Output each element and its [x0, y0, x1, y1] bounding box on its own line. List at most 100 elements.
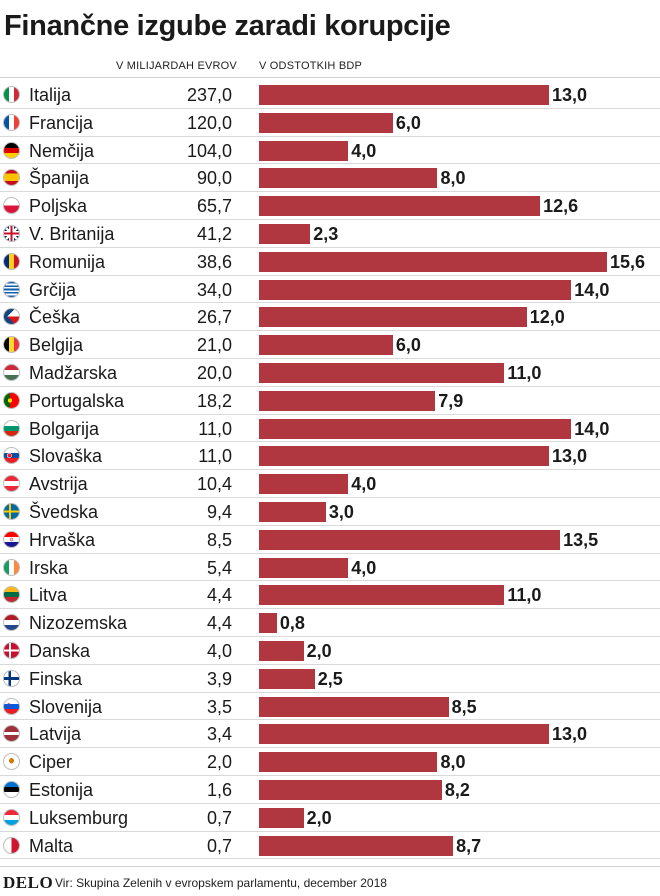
country-label: Češka	[29, 307, 81, 328]
table-row: Irska 5,4 4,0	[0, 554, 660, 582]
country-label: Luksemburg	[29, 807, 129, 828]
row-divider	[0, 330, 660, 332]
country-label: Slovenija	[29, 696, 103, 717]
source-note: Vir: Skupina Zelenih v evropskem parlame…	[55, 876, 387, 890]
denmark-flag	[3, 642, 20, 659]
billion-eur-value: 120,0	[186, 112, 232, 133]
gdp-bar	[259, 307, 527, 328]
row-divider	[0, 469, 660, 471]
table-row: Grčija 34,0 14,0	[0, 276, 660, 304]
gdp-bar	[259, 557, 349, 578]
gdp-bar	[259, 668, 315, 689]
row-divider	[0, 107, 660, 109]
croatia-flag	[3, 530, 20, 548]
table-row: Slovaška 11,0 13,0	[0, 442, 660, 471]
belgium-flag	[3, 336, 20, 354]
billion-eur-value: 21,0	[196, 335, 232, 356]
gdp-data-label: 7,9	[438, 390, 464, 411]
gdp-data-label: 11,0	[507, 363, 542, 383]
table-row: Danska 4,0 2,0	[0, 637, 660, 665]
row-divider	[0, 413, 660, 415]
row-divider	[0, 302, 660, 304]
column-header-percent: V ODSTOTKIH BDP	[259, 60, 363, 72]
country-label: Poljska	[29, 196, 88, 217]
gdp-data-label: 8,7	[456, 835, 482, 856]
table-row: Belgija 21,0 6,0	[0, 331, 660, 359]
row-divider	[0, 246, 660, 248]
row-divider	[0, 830, 660, 832]
billion-eur-value: 8,5	[206, 529, 232, 550]
romania-flag	[3, 252, 20, 270]
gdp-bar	[259, 196, 541, 217]
billion-eur-value: 41,2	[196, 224, 232, 244]
billion-eur-value: 2,0	[206, 752, 232, 773]
billion-eur-value: 0,7	[206, 807, 232, 828]
gdp-data-label: 0,8	[279, 613, 305, 634]
hungary-flag	[3, 364, 20, 381]
billion-eur-value: 90,0	[196, 168, 232, 189]
gdp-data-label: 15,6	[610, 251, 646, 272]
spain-flag	[3, 169, 20, 187]
table-row: Madžarska 20,0 11,0	[0, 359, 660, 387]
country-label: Avstrija	[29, 474, 88, 495]
gdp-data-label: 8,0	[440, 168, 466, 189]
country-label: Švedska	[29, 502, 99, 522]
gdp-data-label: 12,0	[529, 307, 565, 328]
table-row: Poljska 65,7 12,6	[0, 192, 660, 220]
table-row: Italija 237,0 13,0	[0, 81, 660, 109]
gdp-data-label: 6,0	[395, 335, 421, 356]
netherlands-flag	[3, 614, 20, 632]
billion-eur-value: 10,4	[196, 474, 232, 495]
billion-eur-value: 3,5	[206, 696, 232, 717]
table-row: Slovenija 3,5 8,5	[0, 693, 660, 721]
slovakia-flag	[3, 447, 20, 465]
estonia-flag	[3, 781, 20, 798]
gdp-bar	[259, 585, 505, 606]
country-label: Latvija	[29, 724, 82, 745]
country-label: Romunija	[29, 251, 106, 272]
table-row: Romunija 38,6 15,6	[0, 248, 660, 276]
row-divider	[0, 218, 660, 220]
country-label: Grčija	[29, 279, 77, 300]
table-row: Nizozemska 4,4 0,8	[0, 609, 660, 637]
gdp-bar	[259, 752, 438, 773]
row-divider	[0, 691, 660, 693]
portugal-flag	[3, 391, 20, 409]
billion-eur-value: 26,7	[196, 307, 232, 328]
row-divider	[0, 608, 660, 610]
gdp-bar	[259, 335, 393, 356]
row-divider	[0, 635, 660, 637]
gdp-data-label: 2,5	[317, 668, 343, 689]
table-row: Nemčija 104,0 4,0	[0, 137, 660, 165]
delo-logo: DELO	[3, 873, 54, 892]
table-row: Portugalska 18,2 7,9	[0, 387, 660, 415]
row-divider	[0, 385, 660, 387]
country-label: Estonija	[29, 780, 94, 800]
country-label: Hrvaška	[29, 529, 96, 550]
austria-flag	[3, 475, 20, 493]
row-divider	[0, 802, 660, 804]
bulgaria-flag	[3, 419, 20, 437]
table-row: Estonija 1,6 8,2	[0, 776, 660, 804]
country-label: Španija	[29, 168, 90, 189]
row-divider	[0, 357, 660, 359]
table-row: Luksemburg 0,7 2,0	[0, 804, 660, 832]
gdp-data-label: 2,3	[313, 224, 339, 244]
billion-eur-value: 9,4	[206, 502, 232, 522]
row-divider	[0, 858, 660, 860]
gdp-bar	[259, 279, 572, 300]
row-divider	[0, 580, 660, 582]
country-label: Malta	[29, 835, 74, 856]
country-label: Madžarska	[29, 363, 118, 383]
billion-eur-value: 3,4	[206, 724, 232, 745]
table-row: Latvija 3,4 13,0	[0, 720, 660, 749]
gdp-bar	[259, 390, 436, 411]
latvia-flag	[3, 725, 20, 743]
gdp-data-label: 14,0	[574, 279, 610, 300]
country-label: Irska	[29, 557, 69, 578]
gdp-bar	[259, 474, 349, 495]
table-row: Ciper 2,0 8,0	[0, 748, 660, 776]
country-label: Francija	[29, 112, 94, 133]
uk-flag	[3, 225, 20, 242]
gdp-data-label: 2,0	[306, 641, 332, 661]
